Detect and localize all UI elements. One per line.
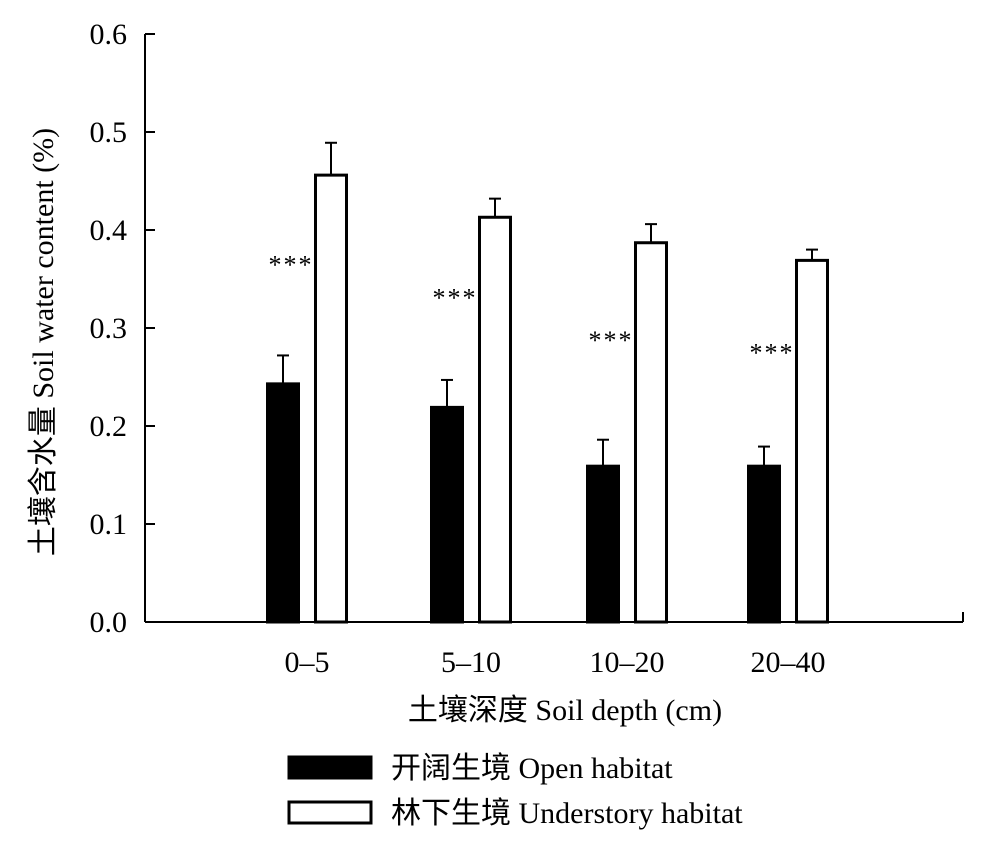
legend-swatch-understory-habitat bbox=[287, 800, 373, 825]
bar-understory-habitat bbox=[478, 215, 512, 624]
significance-label: *** bbox=[433, 284, 478, 313]
bar-understory-habitat bbox=[795, 258, 829, 624]
y-tick-label: 0.1 bbox=[90, 508, 128, 541]
legend-swatch-open-habitat bbox=[287, 755, 373, 780]
legend: 开阔生境 Open habitat 林下生境 Understory habitat bbox=[287, 752, 743, 830]
y-tick-label: 0.3 bbox=[90, 312, 128, 345]
y-tick-label: 0.6 bbox=[90, 18, 128, 51]
bar-open-habitat bbox=[747, 464, 781, 624]
y-tick-label: 0.4 bbox=[90, 214, 128, 247]
y-axis-title: 土壤含水量 Soil water content (%) bbox=[27, 128, 60, 556]
x-tick-label: 5–10 bbox=[441, 646, 501, 679]
legend-label: 林下生境 Understory habitat bbox=[391, 797, 743, 830]
y-tick-label: 0.2 bbox=[90, 410, 128, 443]
bar-understory-habitat bbox=[314, 173, 348, 624]
significance-labels: *** *** *** *** bbox=[269, 250, 795, 367]
y-tick-label: 0.5 bbox=[90, 116, 128, 149]
x-tick-label: 10–20 bbox=[590, 646, 665, 679]
significance-label: *** bbox=[589, 326, 634, 355]
bar-open-habitat bbox=[586, 464, 620, 624]
y-tick-label: 0.0 bbox=[90, 606, 128, 639]
bar-open-habitat bbox=[430, 405, 464, 624]
y-tick-labels: 0.0 0.1 0.2 0.3 0.4 0.5 0.6 bbox=[90, 18, 128, 639]
bar-understory-habitat bbox=[634, 241, 668, 624]
significance-label: *** bbox=[750, 338, 795, 367]
legend-label: 开阔生境 Open habitat bbox=[391, 752, 673, 785]
x-tick-label: 0–5 bbox=[285, 646, 330, 679]
bar-open-habitat bbox=[266, 382, 300, 624]
x-axis-title: 土壤深度 Soil depth (cm) bbox=[408, 694, 722, 727]
x-tick-label: 20–40 bbox=[751, 646, 826, 679]
significance-label: *** bbox=[269, 250, 314, 279]
x-tick-labels: 0–5 5–10 10–20 20–40 bbox=[285, 646, 826, 679]
bars bbox=[266, 141, 829, 624]
